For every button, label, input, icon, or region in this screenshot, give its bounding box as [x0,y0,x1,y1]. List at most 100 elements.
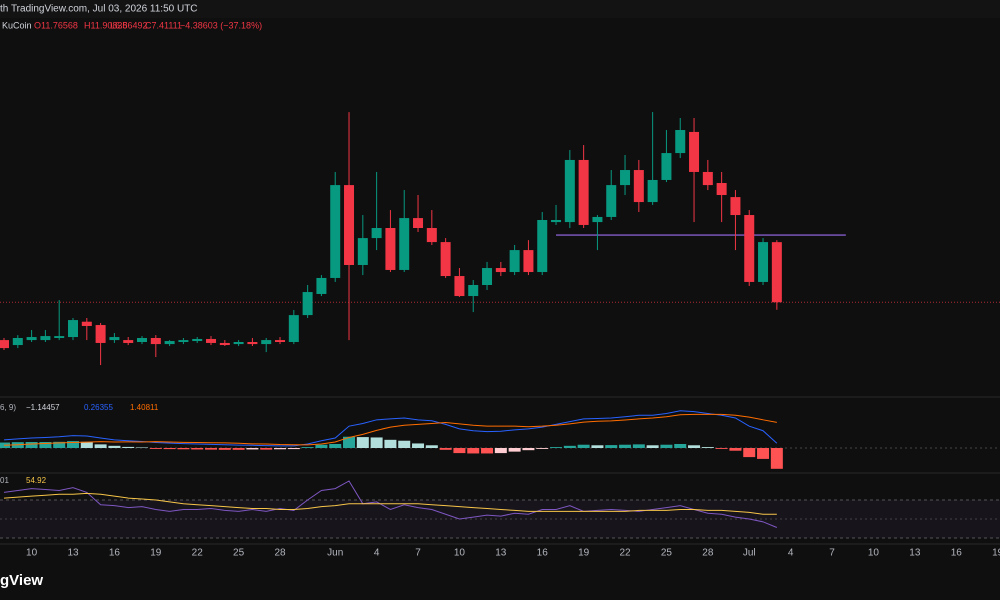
logo: gView [0,572,43,589]
candle-body [0,340,10,349]
rsi-params: 01 [0,476,9,485]
x-tick-label: 10 [454,548,466,559]
x-tick-label: 22 [619,548,631,559]
candle-body [192,338,203,342]
x-tick-label: 13 [495,548,507,559]
x-tick-label: Jun [327,548,343,559]
x-tick-label: 25 [233,548,245,559]
histogram-bar [108,445,121,448]
macd-value: 0.26355 [84,403,113,412]
histogram-bar [439,448,452,450]
candle-body [758,242,769,282]
candle-body [633,170,644,203]
candle-body [288,315,299,343]
candle-body [344,185,355,265]
histogram-bar [591,445,604,448]
histogram-bar [218,448,231,450]
x-tick-label: Jul [743,548,756,559]
top-bar [0,0,1000,18]
histogram-bar [260,448,273,450]
candle-body [316,277,327,294]
histogram-bar [80,441,93,448]
histogram-bar [453,448,466,454]
candle-body [178,340,189,343]
x-tick-label: 28 [274,548,286,559]
candle-body [454,276,465,297]
candle-body [509,250,520,273]
x-tick-label: 7 [415,548,421,559]
candle-body [413,218,424,229]
candle-body [164,341,175,345]
histogram-bar [757,448,770,459]
histogram-bar [274,448,287,450]
x-tick-label: 19 [992,548,1000,559]
candle-body [68,320,79,338]
histogram-bar [25,442,38,448]
open: O11.76568 [34,20,78,30]
histogram-bar [67,441,80,448]
candle-body [537,219,548,273]
indicator-line [3,413,777,446]
candle-body [81,321,92,326]
candle-body [137,337,148,343]
candle-body [551,219,562,223]
candle-body [399,218,410,270]
histogram-bar [701,447,714,448]
indicator-line [3,410,778,447]
histogram-bar [384,439,397,448]
candle-body [247,342,258,345]
histogram-bar [425,445,438,448]
x-tick-label: 10 [868,548,880,559]
histogram-bar [398,440,411,448]
candle-body [109,337,120,341]
histogram-bar [329,444,342,448]
histogram-bar [674,444,687,448]
candle-body [357,238,368,265]
candle-body [495,268,506,273]
x-tick-label: 13 [67,548,79,559]
candle-body [26,337,37,341]
candle-body [385,228,396,270]
x-tick-label: 13 [909,548,921,559]
candle-body [675,130,686,154]
histogram-bar [149,448,162,449]
histogram-bar [370,437,383,448]
histogram-bar [205,448,218,450]
candle-body [468,285,479,297]
candle-body [150,337,161,345]
candle-body [482,268,493,286]
candle-body [606,185,617,217]
x-tick-label: 4 [788,548,794,559]
close: C7.41111 [145,20,182,30]
candle-body [744,215,755,282]
candle-body [730,197,741,216]
footer [0,562,1000,600]
histogram-bar [577,444,590,448]
candle-body [233,342,244,345]
candle-body [592,216,603,223]
histogram-bar [53,441,66,448]
x-tick-label: 19 [578,548,590,559]
candle-body [661,153,672,180]
x-tick-label: 28 [702,548,714,559]
candle-body [716,183,727,196]
histogram-bar [646,445,659,448]
high: H11.90835 [84,20,127,30]
histogram-bar [94,444,107,448]
histogram-bar [550,447,563,448]
x-tick-label: 22 [192,548,204,559]
histogram-bar [743,448,756,458]
low: L6.86492 [110,20,148,30]
histogram-bar [522,448,535,451]
macd-hist-value: −1.14457 [26,403,60,412]
x-tick-label: 7 [829,548,835,559]
histogram-bar [770,448,783,469]
histogram-bar [508,448,521,452]
candle-body [40,336,51,341]
histogram-bar [136,447,149,448]
histogram-bar [729,448,742,451]
x-tick-label: 4 [374,548,380,559]
candle-body [702,171,713,186]
candle-body [206,338,217,343]
